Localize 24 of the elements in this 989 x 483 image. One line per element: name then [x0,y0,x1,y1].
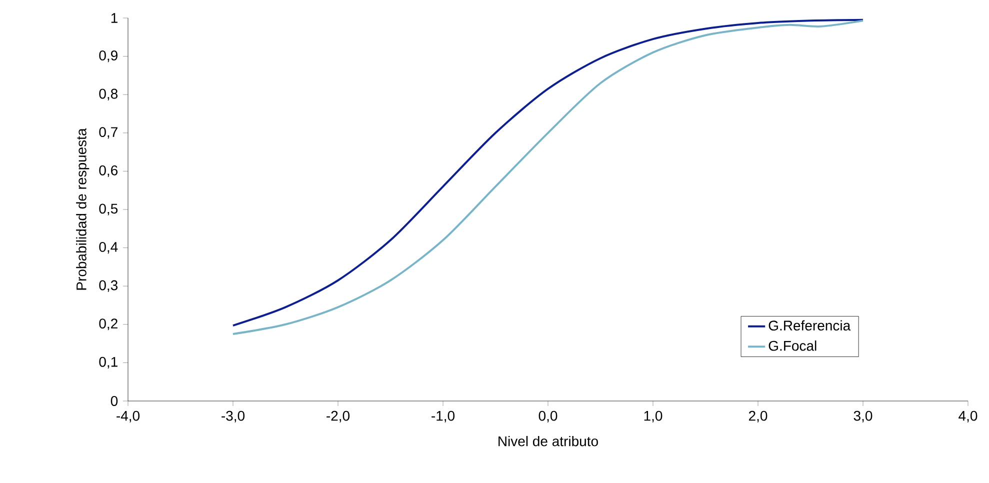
x-tick-label: 1,0 [644,410,662,422]
y-tick-label: 1 [111,13,118,23]
y-tick-label: 0 [110,396,118,406]
y-axis-title: Probabilidad de respuesta [76,128,90,290]
x-tick-label: -3,0 [222,410,245,422]
x-tick-label: -2,0 [326,410,350,422]
x-tick-label: 0,0 [538,410,558,422]
x-tick-label: 2,0 [748,410,768,422]
x-tick-label: -1,0 [432,410,455,422]
y-tick-label: 0,4 [99,242,118,254]
x-tick-label: 3,0 [854,410,872,422]
y-tick-label: 0,9 [99,50,118,62]
legend-label: G.Focal [768,340,816,351]
y-tick-label: 0,7 [99,127,118,139]
x-tick-label: -4,0 [116,410,140,422]
y-tick-label: 0,6 [99,165,118,177]
legend-label: G.Referencia [768,320,851,331]
y-tick-label: 0,2 [99,318,118,330]
y-tick-label: 0,8 [99,88,118,100]
y-tick-label: 0,5 [99,204,118,216]
y-tick-label: 0,1 [99,356,118,368]
x-axis-title: Nivel de atributo [498,436,598,446]
y-tick-label: 0,3 [99,280,118,292]
x-tick-label: 4,0 [958,410,978,422]
